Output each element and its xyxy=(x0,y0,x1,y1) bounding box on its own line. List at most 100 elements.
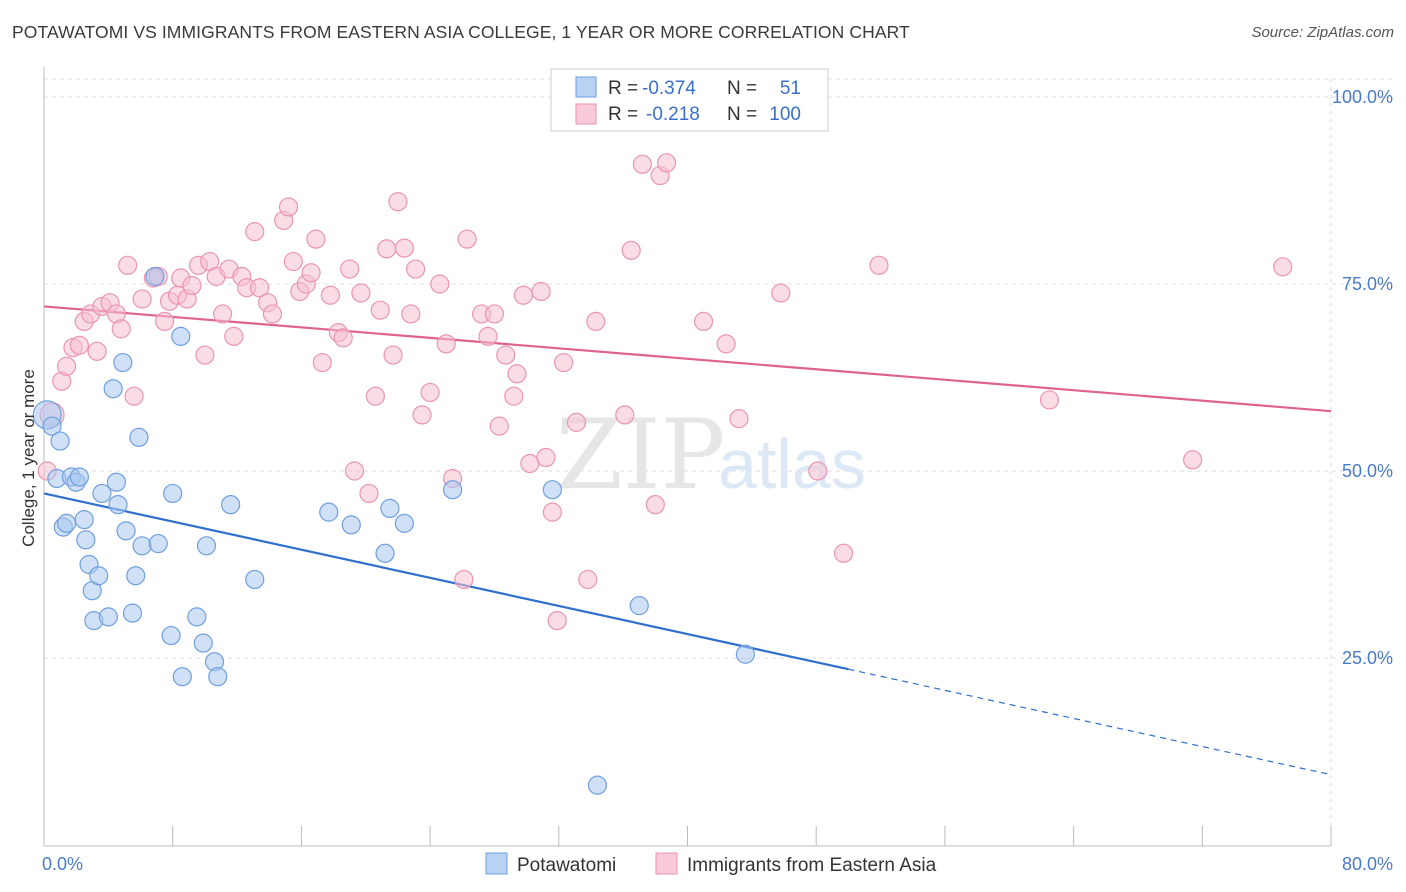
potawatomi-point xyxy=(375,543,395,563)
eastern-asia-point xyxy=(344,461,365,481)
eastern-asia-point xyxy=(212,304,233,324)
potawatomi-point xyxy=(208,667,228,687)
potawatomi-point xyxy=(245,569,265,590)
eastern-asia-point xyxy=(621,240,641,260)
eastern-asia-point xyxy=(155,311,175,331)
eastern-asia-point xyxy=(111,319,131,339)
potawatomi-point xyxy=(92,483,112,504)
potawatomi-point xyxy=(341,515,361,535)
stats-n-label-2: N = xyxy=(727,104,757,125)
chart-title: POTAWATOMI VS IMMIGRANTS FROM EASTERN AS… xyxy=(12,22,910,42)
eastern-asia-point xyxy=(554,352,574,373)
potawatomi-point xyxy=(542,480,562,500)
eastern-asia-point xyxy=(262,304,283,324)
y-tick-label: 75.0% xyxy=(1342,274,1393,294)
legend-label-potawatomi: Potawatomi xyxy=(517,855,616,876)
eastern-asia-point xyxy=(301,263,321,283)
eastern-asia-point xyxy=(645,495,665,515)
eastern-asia-point xyxy=(124,386,144,406)
potawatomi-point xyxy=(735,644,756,664)
potawatomi-point xyxy=(50,431,70,451)
potawatomi-point xyxy=(108,495,128,515)
eastern-asia-point xyxy=(283,251,303,272)
potawatomi-point xyxy=(42,416,62,436)
potawatomi-point xyxy=(221,495,241,515)
chart-source: Source: ZipAtlas.com xyxy=(1251,24,1394,41)
stats-legend: R = -0.374 N = 51 R = -0.218 N = 100 xyxy=(550,68,829,132)
eastern-asia-point xyxy=(340,259,360,279)
potawatomi-point xyxy=(163,483,183,504)
potawatomi-point xyxy=(74,510,94,530)
x-tick-label: 80.0% xyxy=(1342,854,1393,874)
potawatomi-point xyxy=(171,326,191,346)
potawatomi-point xyxy=(76,530,96,550)
stats-r-value-2: -0.218 xyxy=(646,104,700,125)
stats-r-label-1: R = xyxy=(608,78,638,99)
potawatomi-point xyxy=(69,467,89,487)
eastern-asia-point xyxy=(56,356,77,376)
eastern-asia-point xyxy=(632,154,653,174)
eastern-asia-point xyxy=(406,259,426,279)
potawatomi-point xyxy=(629,596,649,616)
eastern-asia-point xyxy=(312,352,332,373)
eastern-asia-point xyxy=(401,304,421,324)
eastern-asia-point xyxy=(224,326,244,346)
trend-lines xyxy=(43,305,1332,776)
potawatomi-point xyxy=(122,603,143,623)
eastern-asia-point xyxy=(808,461,828,481)
eastern-asia-point xyxy=(1273,257,1293,277)
eastern-asia-point xyxy=(454,569,474,590)
eastern-asia-point xyxy=(249,278,270,298)
eastern-asia-point xyxy=(771,283,791,303)
eastern-asia-point xyxy=(478,326,498,346)
eastern-asia-point xyxy=(394,238,414,258)
eastern-asia-point xyxy=(536,447,556,468)
eastern-asia-point xyxy=(716,334,736,354)
eastern-asia-point xyxy=(547,610,567,631)
tick-labels: 25.0% 50.0% 75.0% 100.0% 0.0% 80.0% xyxy=(42,87,1393,874)
eastern-asia-point xyxy=(69,335,89,355)
eastern-asia-point xyxy=(520,453,540,474)
potawatomi-point xyxy=(126,566,146,586)
eastern-asia-point xyxy=(377,239,397,259)
eastern-asia-point xyxy=(420,382,440,403)
stats-legend-swatch-pink xyxy=(575,103,597,125)
eastern-asia-point xyxy=(457,229,477,249)
eastern-asia-point xyxy=(504,386,524,406)
y-axis-label: College, 1 year or more xyxy=(19,369,38,547)
eastern-asia-point xyxy=(489,416,509,436)
x-tick-label: 0.0% xyxy=(42,854,83,874)
eastern-asia-point xyxy=(1039,390,1060,410)
legend-swatch-eastern-asia xyxy=(655,852,678,875)
eastern-asia-point xyxy=(566,412,587,432)
eastern-asia-point xyxy=(833,543,854,563)
data-points xyxy=(32,153,1293,795)
eastern-asia-point xyxy=(507,364,527,384)
eastern-asia-point xyxy=(383,345,403,365)
eastern-asia-point xyxy=(359,483,379,504)
stats-n-value-2: 100 xyxy=(769,104,801,125)
stats-n-value-1: 51 xyxy=(780,78,801,99)
potawatomi-point xyxy=(196,536,217,556)
potawatomi-point xyxy=(145,266,165,287)
y-tick-label: 25.0% xyxy=(1342,648,1393,668)
eastern-asia-point xyxy=(578,569,598,590)
eastern-asia-point xyxy=(542,502,562,522)
potawatomi-trend-extension xyxy=(848,668,1332,776)
eastern-asia-point xyxy=(87,341,107,361)
eastern-asia-point xyxy=(436,334,456,354)
potawatomi-trend-line xyxy=(43,492,849,671)
potawatomi-point xyxy=(103,379,123,399)
watermark-atlas: atlas xyxy=(718,425,866,503)
eastern-asia-point xyxy=(496,345,516,365)
eastern-asia-point xyxy=(513,285,534,305)
axes xyxy=(43,67,1332,847)
legend-swatch-potawatomi xyxy=(485,852,508,875)
eastern-asia-point xyxy=(365,386,386,406)
eastern-asia-point xyxy=(693,311,714,331)
potawatomi-point xyxy=(319,502,339,522)
legend-label-eastern-asia: Immigrants from Eastern Asia xyxy=(687,855,937,876)
y-tick-label: 100.0% xyxy=(1332,87,1393,107)
stats-legend-box xyxy=(550,68,829,132)
eastern-asia-point xyxy=(430,274,450,294)
